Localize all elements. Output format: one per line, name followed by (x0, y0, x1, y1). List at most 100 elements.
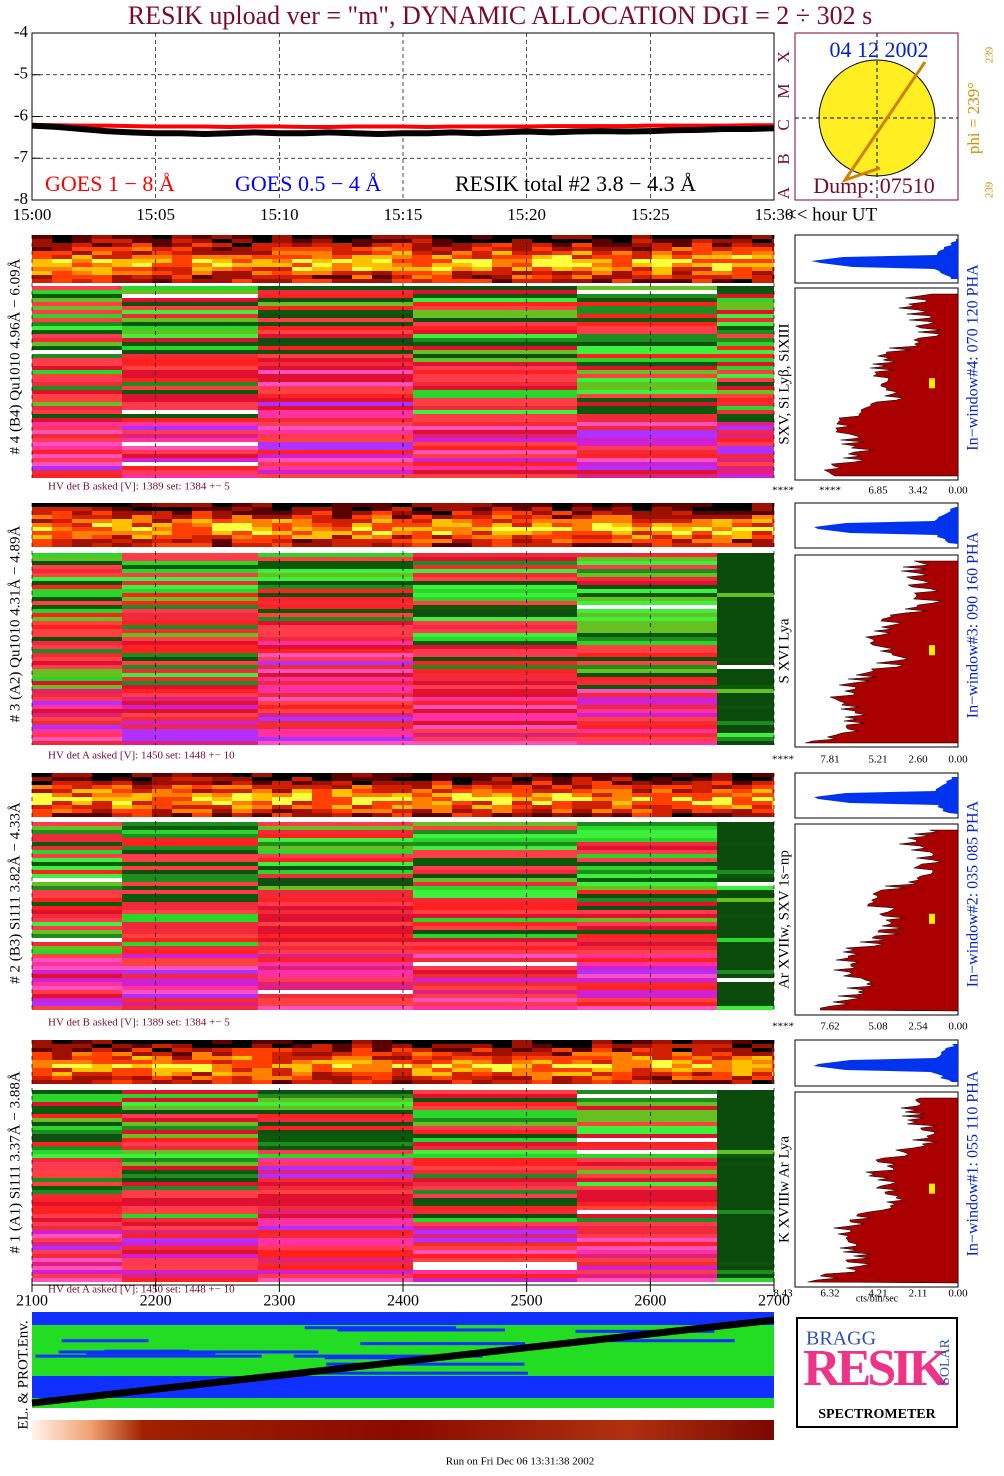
spectrogram-cell (717, 1214, 774, 1218)
strip-cell (492, 523, 512, 527)
strip-cell (372, 1044, 392, 1048)
strip-cell (332, 247, 352, 251)
strip-cell (592, 507, 612, 511)
spectrogram-cell (258, 1162, 413, 1166)
strip-cell (432, 263, 452, 267)
strip-cell (72, 519, 92, 523)
spectrogram-cell (413, 1182, 577, 1186)
strip-cell (692, 263, 712, 267)
panel-label: # 4 (B4) Qu1010 4.96Å − 6.09Å (7, 258, 23, 454)
strip-cell (132, 235, 152, 239)
strip-cell (152, 515, 172, 519)
strip-cell (532, 781, 552, 785)
strip-cell (532, 515, 552, 519)
sun-date: 04 12 2002 (830, 37, 929, 62)
spectrogram-cell (32, 569, 122, 573)
strip-cell (52, 239, 72, 243)
strip-cell (712, 239, 732, 243)
strip-cell (412, 535, 432, 539)
strip-cell (252, 1044, 272, 1048)
spectrogram-cell (32, 657, 122, 661)
strip-cell (352, 247, 372, 251)
strip-cell (692, 1052, 712, 1056)
strip-cell (512, 781, 532, 785)
strip-cell (32, 251, 52, 255)
strip-cell (312, 797, 332, 801)
strip-cell (392, 255, 412, 259)
spectrogram-cell (258, 1198, 413, 1202)
spectrogram-cell (717, 326, 774, 330)
spectrogram-cell (413, 737, 577, 741)
spectrogram-cell (413, 406, 577, 410)
strip-cell (692, 1068, 712, 1072)
strip-cell (212, 251, 232, 255)
strip-cell (652, 789, 672, 793)
strip-cell (152, 275, 172, 279)
spectrogram-cell (122, 362, 258, 366)
strip-cell (472, 267, 492, 271)
spectrogram-cell (413, 366, 577, 370)
pha-scale-label: **** (819, 485, 841, 497)
spectrogram-cell (577, 886, 717, 890)
strip-cell (712, 797, 732, 801)
spectrogram-cell (413, 1186, 577, 1190)
spectrogram-cell (413, 1206, 577, 1210)
spectrogram-cell (413, 350, 577, 354)
spectrogram-cell (717, 661, 774, 665)
spectrogram-cell (577, 653, 717, 657)
strip-cell (632, 1060, 652, 1064)
spectrogram-cell (577, 1206, 717, 1210)
logo-bottom: SPECTROMETER (818, 1407, 936, 1422)
strip-cell (32, 1048, 52, 1052)
strip-cell (252, 523, 272, 527)
strip-cell (772, 797, 774, 801)
spectrogram-cell (577, 1198, 717, 1202)
strip-cell (212, 279, 232, 283)
spectrogram-cell (717, 350, 774, 354)
strip-cell (72, 1044, 92, 1048)
spectrogram-cell (577, 1006, 717, 1010)
spectrogram-cell (413, 1134, 577, 1138)
sun-arrow (841, 61, 927, 183)
spectrogram-cell (122, 402, 258, 406)
strip-cell (292, 519, 312, 523)
spectrogram-cell (258, 858, 413, 862)
spectrogram-cell (413, 438, 577, 442)
strip-cell (712, 1040, 732, 1044)
strip-cell (512, 773, 532, 777)
strip-cell (92, 1076, 112, 1080)
strip-cell (132, 797, 152, 801)
spectrogram-cell (413, 673, 577, 677)
strip-cell (672, 801, 692, 805)
spectrogram-cell (122, 906, 258, 910)
strip-cell (412, 531, 432, 535)
strip-cell (692, 271, 712, 275)
logo-frame (796, 1317, 958, 1428)
spectrogram-cell (577, 930, 717, 934)
strip-cell (552, 255, 572, 259)
strip-cell (752, 251, 772, 255)
strip-cell (472, 797, 492, 801)
strip-cell (412, 773, 432, 777)
strip-cell (712, 1072, 732, 1076)
spectrogram-cell (413, 918, 577, 922)
strip-cell (612, 1072, 632, 1076)
strip-cell (732, 785, 752, 789)
strip-cell (232, 503, 252, 507)
strip-cell (532, 805, 552, 809)
spectrogram-cell (122, 966, 258, 970)
strip-cell (612, 1060, 632, 1064)
strip-cell (552, 793, 572, 797)
spectrogram-cell (122, 1146, 258, 1150)
spectrogram-cell (577, 426, 717, 430)
env-streak (326, 1362, 525, 1366)
strip-cell (152, 255, 172, 259)
strip-cell (612, 527, 632, 531)
spectrogram-cell (717, 1158, 774, 1162)
spectrogram-cell (122, 601, 258, 605)
spectrogram-cell (258, 342, 413, 346)
spectrogram-cell (122, 882, 258, 886)
strip-cell (392, 1076, 412, 1080)
spectrogram-cell (577, 1202, 717, 1206)
strip-cell (312, 773, 332, 777)
